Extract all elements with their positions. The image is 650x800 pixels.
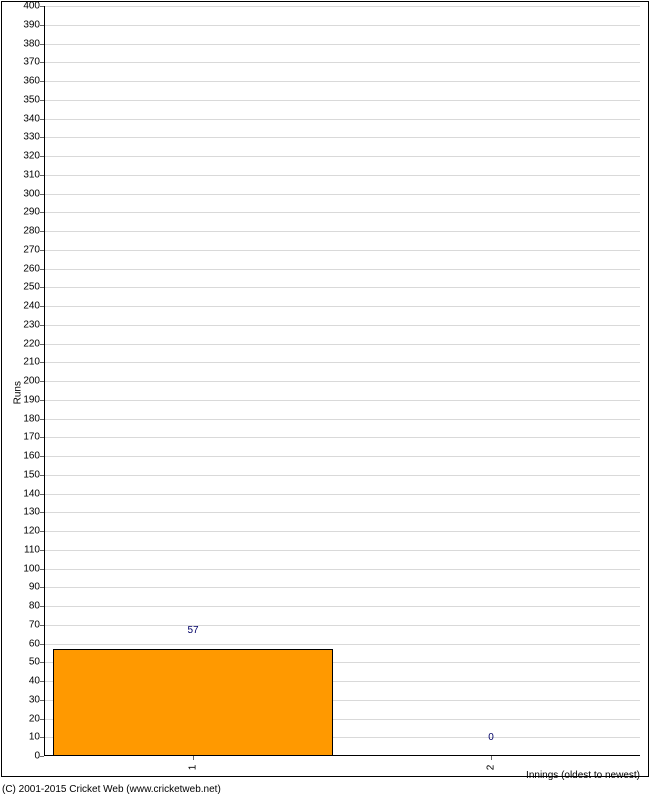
y-tick-label: 70	[29, 619, 40, 630]
y-tick-label: 20	[29, 713, 40, 724]
y-tick-label: 230	[23, 319, 40, 330]
gridline	[44, 81, 640, 82]
y-tick-label: 280	[23, 226, 40, 237]
gridline	[44, 44, 640, 45]
bar	[53, 649, 333, 756]
gridline	[44, 269, 640, 270]
y-tick-label: 290	[23, 207, 40, 218]
y-tick-label: 400	[23, 1, 40, 12]
x-tick-mark	[193, 756, 194, 760]
y-tick-label: 30	[29, 694, 40, 705]
x-tick-label: 1	[188, 765, 199, 771]
gridline	[44, 25, 640, 26]
y-tick-label: 90	[29, 582, 40, 593]
y-tick-label: 140	[23, 488, 40, 499]
y-tick-label: 220	[23, 338, 40, 349]
y-tick-label: 330	[23, 132, 40, 143]
y-tick-label: 370	[23, 57, 40, 68]
y-tick-label: 350	[23, 94, 40, 105]
chart-container: 0102030405060708090100110120130140150160…	[0, 0, 650, 800]
y-tick-label: 0	[34, 751, 40, 762]
y-tick-label: 240	[23, 301, 40, 312]
x-axis-label: Innings (oldest to newest)	[526, 770, 640, 781]
gridline	[44, 512, 640, 513]
gridline	[44, 306, 640, 307]
y-axis-line	[44, 6, 45, 756]
y-tick-label: 40	[29, 676, 40, 687]
gridline	[44, 325, 640, 326]
y-tick-label: 80	[29, 601, 40, 612]
gridline	[44, 344, 640, 345]
gridline	[44, 362, 640, 363]
gridline	[44, 62, 640, 63]
y-tick-label: 320	[23, 151, 40, 162]
y-tick-label: 250	[23, 282, 40, 293]
gridline	[44, 156, 640, 157]
gridline	[44, 419, 640, 420]
gridline	[44, 456, 640, 457]
x-tick-label: 2	[486, 765, 497, 771]
gridline	[44, 644, 640, 645]
gridline	[44, 194, 640, 195]
gridline	[44, 100, 640, 101]
y-tick-label: 390	[23, 19, 40, 30]
gridline	[44, 437, 640, 438]
bar-value-label: 57	[187, 625, 198, 636]
y-tick-label: 380	[23, 38, 40, 49]
gridline	[44, 250, 640, 251]
y-tick-label: 180	[23, 413, 40, 424]
y-tick-label: 130	[23, 507, 40, 518]
gridline	[44, 531, 640, 532]
y-tick-label: 10	[29, 732, 40, 743]
gridline	[44, 6, 640, 7]
y-tick-label: 200	[23, 376, 40, 387]
x-tick-mark	[491, 756, 492, 760]
gridline	[44, 231, 640, 232]
gridline	[44, 175, 640, 176]
gridline	[44, 606, 640, 607]
y-tick-label: 150	[23, 469, 40, 480]
gridline	[44, 119, 640, 120]
gridline	[44, 550, 640, 551]
y-tick-mark	[40, 756, 44, 757]
y-tick-label: 260	[23, 263, 40, 274]
gridline	[44, 287, 640, 288]
y-tick-label: 270	[23, 244, 40, 255]
y-tick-label: 50	[29, 657, 40, 668]
y-tick-label: 300	[23, 188, 40, 199]
y-tick-label: 160	[23, 451, 40, 462]
y-tick-label: 360	[23, 76, 40, 87]
y-tick-label: 210	[23, 357, 40, 368]
y-tick-label: 110	[24, 544, 40, 555]
gridline	[44, 381, 640, 382]
bar-value-label: 0	[488, 732, 494, 743]
y-axis-label: Runs	[13, 381, 24, 404]
gridline	[44, 400, 640, 401]
copyright-text: (C) 2001-2015 Cricket Web (www.cricketwe…	[2, 784, 221, 795]
y-tick-label: 190	[23, 394, 40, 405]
gridline	[44, 494, 640, 495]
y-tick-label: 60	[29, 638, 40, 649]
y-tick-label: 100	[23, 563, 40, 574]
gridline	[44, 587, 640, 588]
y-tick-label: 170	[23, 432, 40, 443]
gridline	[44, 625, 640, 626]
gridline	[44, 475, 640, 476]
y-tick-label: 120	[23, 526, 40, 537]
plot-area: 0102030405060708090100110120130140150160…	[44, 6, 640, 756]
gridline	[44, 137, 640, 138]
y-tick-label: 340	[23, 113, 40, 124]
gridline	[44, 569, 640, 570]
gridline	[44, 212, 640, 213]
y-tick-label: 310	[23, 169, 40, 180]
